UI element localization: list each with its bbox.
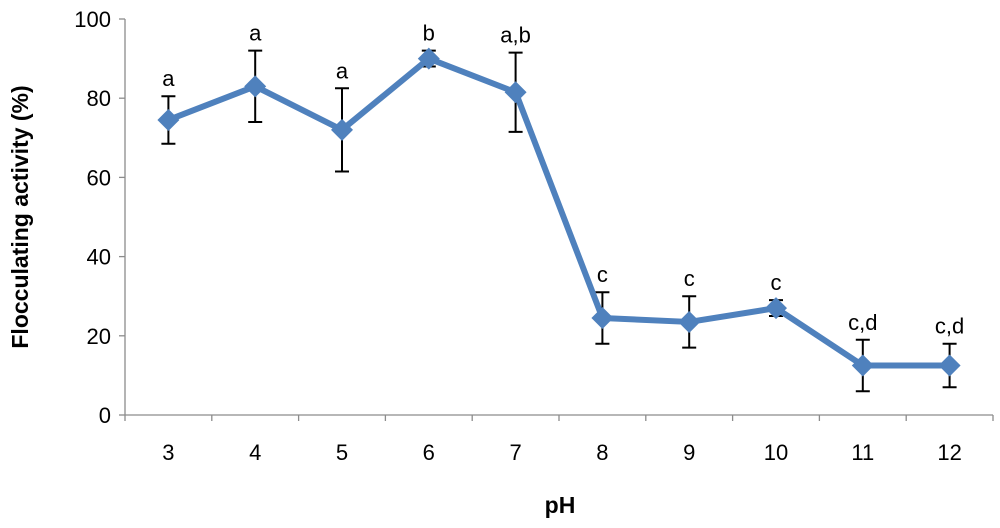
y-tick-label: 0 <box>99 403 111 428</box>
data-point-marker <box>851 354 874 377</box>
x-tick-label: 11 <box>851 440 874 465</box>
significance-label: a <box>249 21 262 46</box>
x-tick-label: 6 <box>423 440 435 465</box>
series-line <box>167 55 950 369</box>
significance-label: a,b <box>500 23 531 48</box>
error-bar-group <box>161 49 957 393</box>
y-tick-label: 100 <box>74 7 111 32</box>
y-tick-label: 60 <box>87 165 111 190</box>
significance-label: c <box>771 270 782 295</box>
data-point-marker <box>765 297 787 320</box>
x-tick-label: 3 <box>162 440 174 465</box>
significance-label: b <box>423 21 435 46</box>
x-tick-label: 10 <box>764 440 788 465</box>
data-point-marker <box>678 310 701 333</box>
significance-label: c,d <box>935 314 964 339</box>
data-point-marker <box>244 75 267 98</box>
x-tick-label: 9 <box>683 440 695 465</box>
data-point-marker <box>417 47 440 70</box>
x-tick-group: 3 4 5 6 7 8 9 10 11 12 <box>124 415 994 465</box>
data-point-marker <box>331 118 353 141</box>
x-tick-label: 5 <box>336 440 348 465</box>
x-axis-title: pH <box>545 492 576 518</box>
significance-label: c,d <box>848 310 877 335</box>
significance-label: c <box>597 262 608 287</box>
x-tick-label: 8 <box>596 440 608 465</box>
x-tick-label: 7 <box>509 440 521 465</box>
x-tick-label: 4 <box>249 440 261 465</box>
y-tick-label: 40 <box>87 245 111 270</box>
data-point-marker <box>938 354 961 377</box>
y-tick-label: 20 <box>87 324 111 349</box>
data-point-marker <box>157 108 180 131</box>
x-tick-label: 12 <box>937 440 961 465</box>
significance-label: a <box>162 66 175 91</box>
marker-group <box>157 47 961 377</box>
y-tick-group: 0 20 40 60 80 100 <box>74 7 125 428</box>
significance-label-group: a a a b a,b c c c c,d c,d <box>162 21 964 339</box>
significance-label: c <box>684 266 695 291</box>
y-tick-label: 80 <box>87 86 111 111</box>
significance-label: a <box>336 58 349 83</box>
data-point-marker <box>591 306 614 329</box>
data-point-marker <box>504 81 527 104</box>
y-axis-title: Flocculating activity (%) <box>7 85 33 348</box>
